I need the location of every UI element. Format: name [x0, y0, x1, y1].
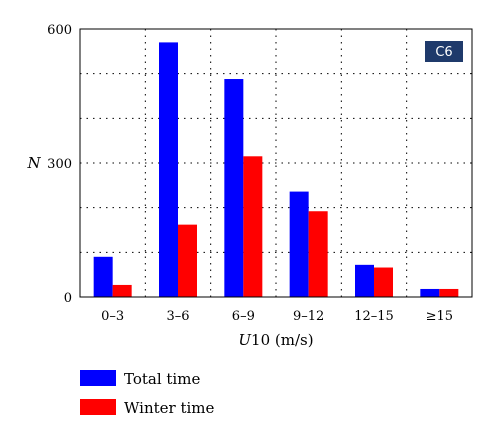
bar-winter-time: [112, 284, 132, 297]
panel-badge-label: C6: [435, 45, 452, 60]
legend-label: Total time: [124, 370, 200, 388]
x-tick-label: 6–9: [232, 309, 255, 324]
bar-total-time: [355, 264, 374, 297]
bar-winter-time: [178, 224, 197, 297]
bar-total-time: [93, 256, 113, 297]
panel-badge: C6: [425, 41, 463, 62]
bars-group: [93, 42, 459, 298]
y-tick-label: 600: [47, 23, 72, 38]
bar-winter-time: [308, 211, 328, 297]
y-tick-label: 0: [64, 291, 72, 306]
x-tick-labels: 0–3 3–6 6–9 9–12 12–15 ≥15: [101, 309, 453, 324]
legend-swatch: [80, 399, 116, 415]
x-tick-label: 0–3: [101, 309, 124, 324]
y-tick-label: 300: [47, 157, 72, 172]
x-tick-label: 12–15: [354, 309, 394, 324]
x-tick-label: ≥15: [426, 309, 453, 324]
x-axis-label-unit: 10 (m/s): [251, 331, 314, 349]
bar-total-time: [420, 288, 440, 297]
bar-total-time: [159, 42, 178, 298]
x-tick-label: 9–12: [293, 309, 324, 324]
x-tick-label: 3–6: [166, 309, 189, 324]
grid-lines: [80, 29, 472, 297]
x-axis-label: U10 (m/s): [238, 331, 313, 349]
bar-total-time: [289, 191, 309, 297]
bar-winter-time: [243, 156, 263, 297]
legend: Total time Winter time: [80, 370, 215, 417]
y-axis-label: N: [26, 154, 41, 172]
bar-winter-time: [439, 288, 459, 297]
panel-badge-background: [425, 41, 463, 62]
plot-frame: [79, 28, 473, 298]
y-tick-labels: 0 300 600: [47, 23, 72, 306]
bar-total-time: [224, 79, 244, 297]
x-axis-label-symbol: U: [238, 331, 252, 349]
legend-swatch: [80, 370, 116, 386]
bar-winter-time: [374, 267, 393, 297]
legend-label: Winter time: [124, 399, 215, 417]
